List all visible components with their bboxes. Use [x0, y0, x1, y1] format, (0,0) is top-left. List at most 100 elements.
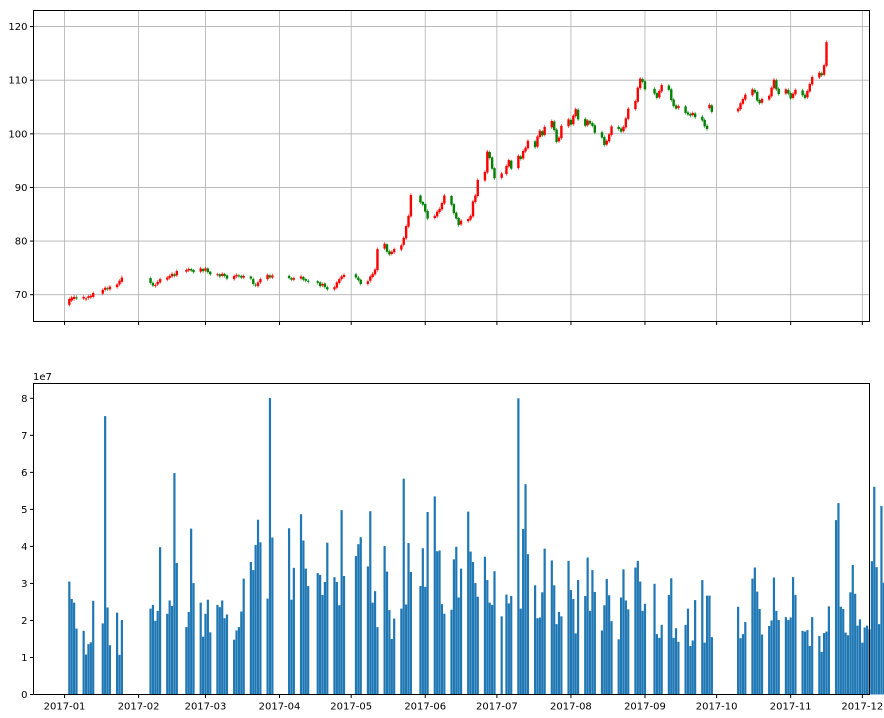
volume-bar [784, 617, 787, 695]
volume-bar [304, 568, 307, 695]
candle-body [106, 288, 109, 290]
volume-bar [617, 639, 620, 695]
volume-bar [319, 574, 322, 695]
candle-body [760, 98, 764, 103]
volume-bar [827, 606, 830, 695]
volume-bar [237, 627, 241, 695]
volume-y-tick-label: 3 [21, 579, 27, 590]
volume-bar [438, 550, 441, 695]
price-gridlines [33, 10, 870, 322]
candle-body [92, 293, 95, 297]
candle-body [600, 132, 604, 138]
candle-body [216, 274, 219, 276]
volume-bar [825, 631, 828, 695]
volume-bar [383, 546, 386, 695]
volume-bar [118, 654, 121, 695]
volume-bar [674, 628, 678, 695]
volume-bar [522, 529, 525, 695]
volume-bar [536, 618, 539, 695]
candle-body [240, 275, 243, 278]
candle-body [323, 283, 327, 288]
volume-bar [634, 567, 637, 695]
candle-body [519, 156, 522, 160]
volume-bar [500, 616, 503, 695]
volume-bar [603, 605, 606, 695]
candle-body [383, 243, 386, 249]
volume-bar [610, 621, 613, 695]
volume-bar [73, 602, 76, 695]
candle-body [388, 251, 391, 255]
volume-bar [689, 645, 692, 695]
volume-bar [166, 613, 169, 695]
volume-bar [409, 571, 412, 695]
candle-body [235, 274, 238, 277]
candle-body [767, 95, 771, 100]
volume-bars [68, 397, 884, 695]
candle-body [705, 125, 709, 130]
candle-body [787, 89, 790, 94]
volume-bar [450, 609, 453, 695]
volume-bar [507, 603, 510, 695]
volume-bar [823, 633, 826, 695]
volume-bar [588, 610, 592, 695]
candle-body [476, 179, 479, 197]
volume-bar [882, 582, 884, 695]
volume-bar [440, 604, 444, 695]
candle-body [493, 168, 496, 179]
candle-body [593, 125, 597, 133]
candle-body [641, 79, 644, 82]
candle-body [736, 108, 740, 112]
candle-body [572, 115, 575, 125]
candle-body [674, 105, 678, 109]
volume-x-tick-label: 2017-06 [404, 702, 446, 713]
candle-body [443, 195, 446, 204]
volume-bar [636, 560, 639, 695]
candle-body [636, 87, 640, 102]
volume-bar [844, 632, 847, 695]
volume-bar [694, 600, 697, 695]
candle-body [634, 101, 637, 110]
volume-bar [455, 546, 458, 695]
candle-body [438, 208, 441, 213]
volume-bar [677, 641, 680, 695]
volume-bar [701, 580, 704, 695]
volume-bar [206, 599, 209, 695]
candle-body [156, 281, 159, 285]
volume-bar [421, 548, 424, 695]
volume-bar [550, 560, 553, 695]
candle-body [120, 277, 124, 282]
volume-bar [543, 548, 546, 695]
volume-bar [667, 594, 670, 695]
volume-bar [586, 557, 589, 695]
volume-bar [426, 511, 429, 695]
candle-body [168, 275, 171, 279]
candle-body [693, 113, 697, 118]
volume-bar [323, 581, 327, 695]
volume-bar [488, 602, 491, 695]
candle-body [603, 137, 606, 146]
candle-body [357, 277, 360, 281]
candle-body [338, 279, 341, 283]
candle-body [340, 276, 343, 280]
candle-body [471, 201, 475, 217]
candle-body [290, 278, 293, 280]
candle-body [507, 160, 511, 167]
price-y-tick-label: 80 [15, 237, 28, 248]
candle-body [517, 155, 520, 169]
candle-body [490, 157, 494, 169]
candle-body [672, 99, 675, 106]
price-y-tick-label: 70 [15, 290, 28, 301]
volume-bar [469, 551, 472, 695]
volume-bar [204, 613, 207, 695]
candle-body [158, 279, 162, 283]
candle-body [149, 278, 152, 283]
candle-body [450, 196, 453, 205]
candle-body [741, 98, 745, 104]
volume-bar [259, 542, 262, 695]
volume-bar [225, 614, 229, 695]
volume-bar [75, 628, 78, 695]
candle-body [409, 194, 413, 217]
volume-bar [770, 620, 773, 695]
volume-bar [120, 620, 123, 695]
